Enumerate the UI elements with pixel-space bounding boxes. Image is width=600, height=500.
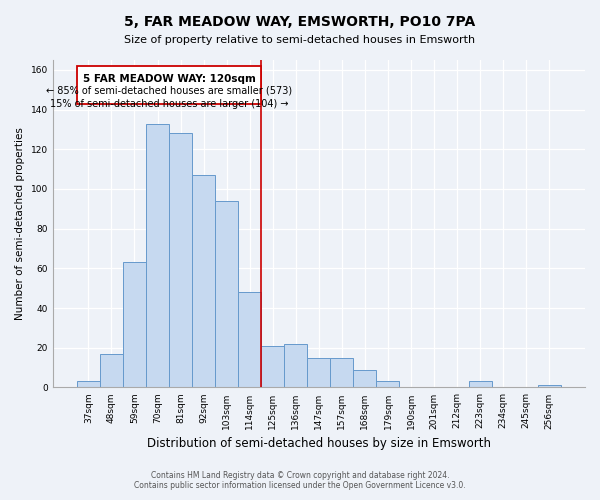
Bar	[331, 358, 353, 388]
Text: ← 85% of semi-detached houses are smaller (573): ← 85% of semi-detached houses are smalle…	[46, 86, 292, 96]
Text: 15% of semi-detached houses are larger (104) →: 15% of semi-detached houses are larger (…	[50, 98, 288, 108]
Bar	[169, 134, 192, 388]
Bar	[215, 201, 238, 388]
Text: 5 FAR MEADOW WAY: 120sqm: 5 FAR MEADOW WAY: 120sqm	[83, 74, 256, 84]
Bar	[261, 346, 284, 388]
Bar	[77, 382, 100, 388]
FancyBboxPatch shape	[77, 66, 261, 104]
Bar	[238, 292, 261, 388]
Bar	[146, 124, 169, 388]
Bar	[538, 386, 561, 388]
Text: Size of property relative to semi-detached houses in Emsworth: Size of property relative to semi-detach…	[124, 35, 476, 45]
Bar	[284, 344, 307, 388]
Y-axis label: Number of semi-detached properties: Number of semi-detached properties	[15, 128, 25, 320]
Bar	[123, 262, 146, 388]
X-axis label: Distribution of semi-detached houses by size in Emsworth: Distribution of semi-detached houses by …	[147, 437, 491, 450]
Bar	[307, 358, 331, 388]
Bar	[100, 354, 123, 388]
Text: 5, FAR MEADOW WAY, EMSWORTH, PO10 7PA: 5, FAR MEADOW WAY, EMSWORTH, PO10 7PA	[124, 15, 476, 29]
Bar	[376, 382, 400, 388]
Bar	[469, 382, 491, 388]
Text: Contains HM Land Registry data © Crown copyright and database right 2024.
Contai: Contains HM Land Registry data © Crown c…	[134, 470, 466, 490]
Bar	[353, 370, 376, 388]
Bar	[192, 175, 215, 388]
